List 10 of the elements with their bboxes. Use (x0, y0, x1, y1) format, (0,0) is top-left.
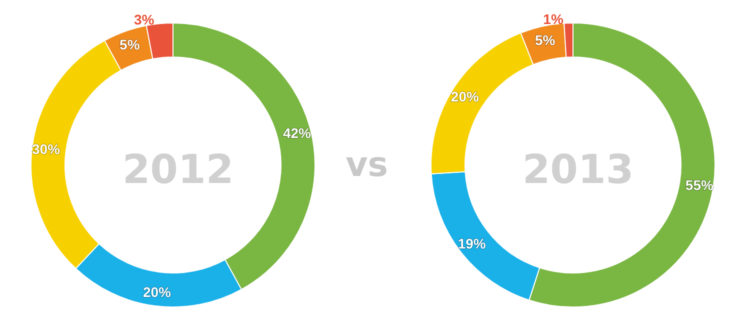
data-label: 19% (458, 235, 486, 252)
data-label: 3% (134, 12, 155, 28)
data-label: 5% (534, 32, 556, 48)
data-label: 5% (120, 36, 140, 53)
data-label: 30% (32, 140, 61, 157)
data-label: 42% (282, 125, 312, 142)
data-label: 20% (142, 284, 172, 300)
data-label: 20% (450, 88, 480, 104)
data-label: 55% (685, 177, 714, 194)
data-label: 1% (543, 11, 564, 28)
